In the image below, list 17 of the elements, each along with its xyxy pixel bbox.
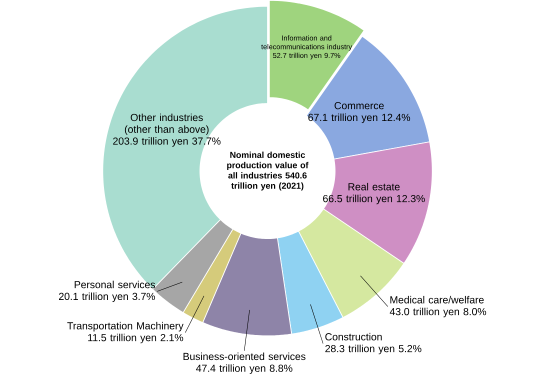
text: Nominal domestic production value of all industries 540.6 trillion yen (2021) [227,151,308,190]
slice-label: Medical care/welfare [390,296,484,304]
data-label: 20.1 trillion yen 3.7% [59,292,156,302]
slice-label: Commerce [334,102,384,110]
data-label: 203.9 trillion yen 37.7% [113,136,221,147]
slice-label: Business-oriented services [184,352,306,360]
data-label: 11.5 trillion yen 2.1% [88,333,184,344]
data-label: 47.4 trillion yen 8.8% [196,364,292,374]
slice-label: Construction [325,332,382,340]
slice-label: Personal services [74,280,156,288]
slice-label: Real estate [348,182,400,190]
data-label: 67.1 trillion yen 12.4% [308,113,410,123]
slice-label: Other industries (other than above) [124,113,209,135]
data-label: 43.0 trillion yen 8.0% [390,308,486,318]
data-label: 66.5 trillion yen 12.3% [323,194,425,204]
data-label: 28.3 trillion yen 5.2% [325,344,422,354]
slice-label: Transportation Machinery [67,322,184,332]
